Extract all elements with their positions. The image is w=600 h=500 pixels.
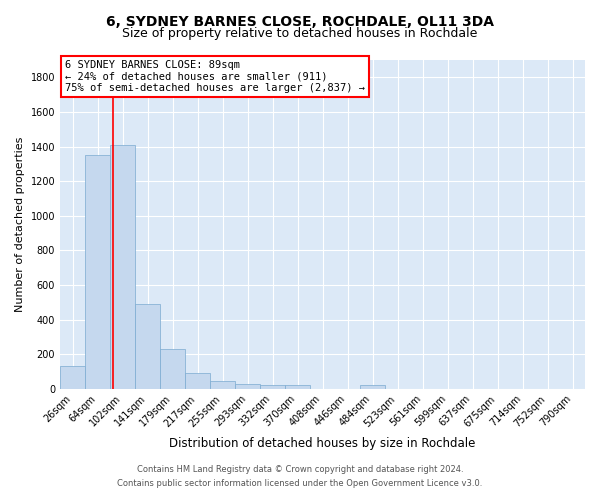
Text: Contains HM Land Registry data © Crown copyright and database right 2024.
Contai: Contains HM Land Registry data © Crown c… [118,466,482,487]
Text: Size of property relative to detached houses in Rochdale: Size of property relative to detached ho… [122,28,478,40]
Bar [85,155,110,389]
Bar [110,145,135,389]
Bar [285,386,310,389]
Text: 6 SYDNEY BARNES CLOSE: 89sqm
← 24% of detached houses are smaller (911)
75% of s: 6 SYDNEY BARNES CLOSE: 89sqm ← 24% of de… [65,60,365,93]
Y-axis label: Number of detached properties: Number of detached properties [15,136,25,312]
Bar [135,304,160,389]
Bar [235,384,260,389]
Bar [210,381,235,389]
Bar [60,366,85,389]
X-axis label: Distribution of detached houses by size in Rochdale: Distribution of detached houses by size … [169,437,476,450]
Bar [260,386,285,389]
Text: 6, SYDNEY BARNES CLOSE, ROCHDALE, OL11 3DA: 6, SYDNEY BARNES CLOSE, ROCHDALE, OL11 3… [106,15,494,29]
Bar [185,373,210,389]
Bar [360,386,385,389]
Bar [160,349,185,389]
